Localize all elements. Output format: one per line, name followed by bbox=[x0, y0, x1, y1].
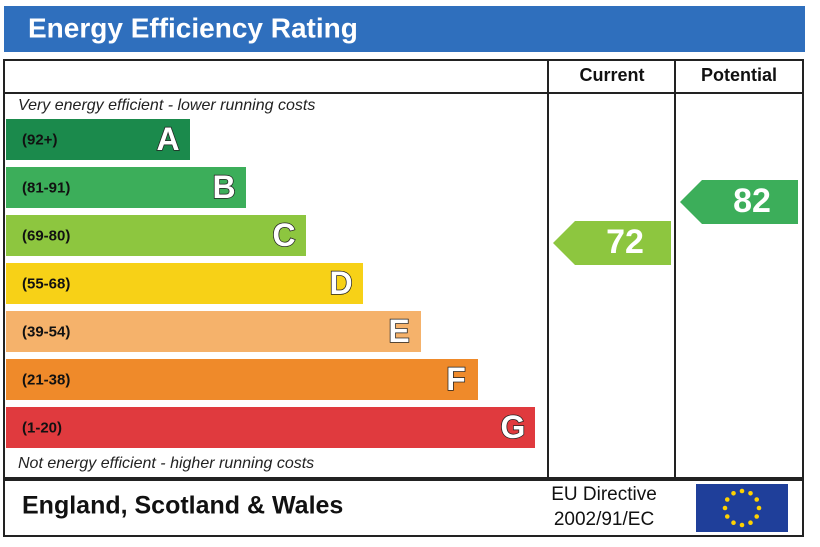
band-range: (92+) bbox=[22, 131, 57, 148]
footer-region: England, Scotland & Wales bbox=[22, 492, 343, 520]
footer-directive: 2002/91/EC bbox=[554, 509, 654, 530]
title-bar bbox=[4, 6, 805, 52]
eu-star bbox=[739, 522, 745, 528]
band-letter: B bbox=[212, 169, 235, 205]
band-range: (69-80) bbox=[22, 227, 70, 244]
band-letter: C bbox=[272, 217, 295, 253]
band-bar bbox=[6, 311, 421, 352]
band-letter: F bbox=[446, 361, 466, 397]
band-range: (81-91) bbox=[22, 179, 70, 196]
band-range: (21-38) bbox=[22, 371, 70, 388]
band-bar bbox=[6, 167, 246, 208]
band-range: (1-20) bbox=[22, 419, 62, 436]
eu-star bbox=[731, 520, 736, 526]
eu-star bbox=[754, 514, 760, 519]
title: Energy Efficiency Rating bbox=[28, 12, 358, 43]
bands: (92+) A (81-91) B (69-80) C (55-68) D (39-54) E (2… bbox=[6, 119, 535, 448]
footer-directive: EU Directive bbox=[551, 484, 657, 505]
potential-arrow bbox=[680, 180, 798, 224]
eu-star bbox=[724, 514, 730, 519]
band-letter: E bbox=[388, 313, 409, 349]
band-range: (39-54) bbox=[22, 323, 70, 340]
band-range: (55-68) bbox=[22, 275, 70, 292]
eu-star bbox=[724, 497, 730, 502]
eu-stars bbox=[722, 488, 762, 528]
eu-star bbox=[756, 505, 762, 511]
column-header: Current bbox=[579, 65, 644, 85]
band-letter: A bbox=[156, 121, 179, 157]
column-header: Potential bbox=[701, 65, 777, 85]
band-bar bbox=[6, 359, 478, 400]
eu-star bbox=[722, 505, 728, 511]
band-bar bbox=[6, 263, 363, 304]
top-note: Very energy efficient - lower running co… bbox=[18, 97, 315, 114]
eu-star bbox=[739, 488, 745, 494]
footer-frame bbox=[3, 479, 804, 537]
main-frame bbox=[3, 59, 804, 479]
band-bar bbox=[6, 215, 306, 256]
eu-star bbox=[754, 497, 760, 502]
eu-star bbox=[748, 520, 753, 526]
potential-score: 82 bbox=[733, 182, 771, 220]
band-letter: G bbox=[501, 409, 526, 445]
band-letter: D bbox=[329, 265, 352, 301]
eu-star bbox=[731, 490, 736, 496]
current-arrow bbox=[553, 221, 671, 265]
eu-star bbox=[748, 490, 753, 496]
bottom-note: Not energy efficient - higher running co… bbox=[18, 455, 314, 472]
current-score: 72 bbox=[606, 223, 644, 261]
band-bar bbox=[6, 119, 190, 160]
band-bar bbox=[6, 407, 535, 448]
